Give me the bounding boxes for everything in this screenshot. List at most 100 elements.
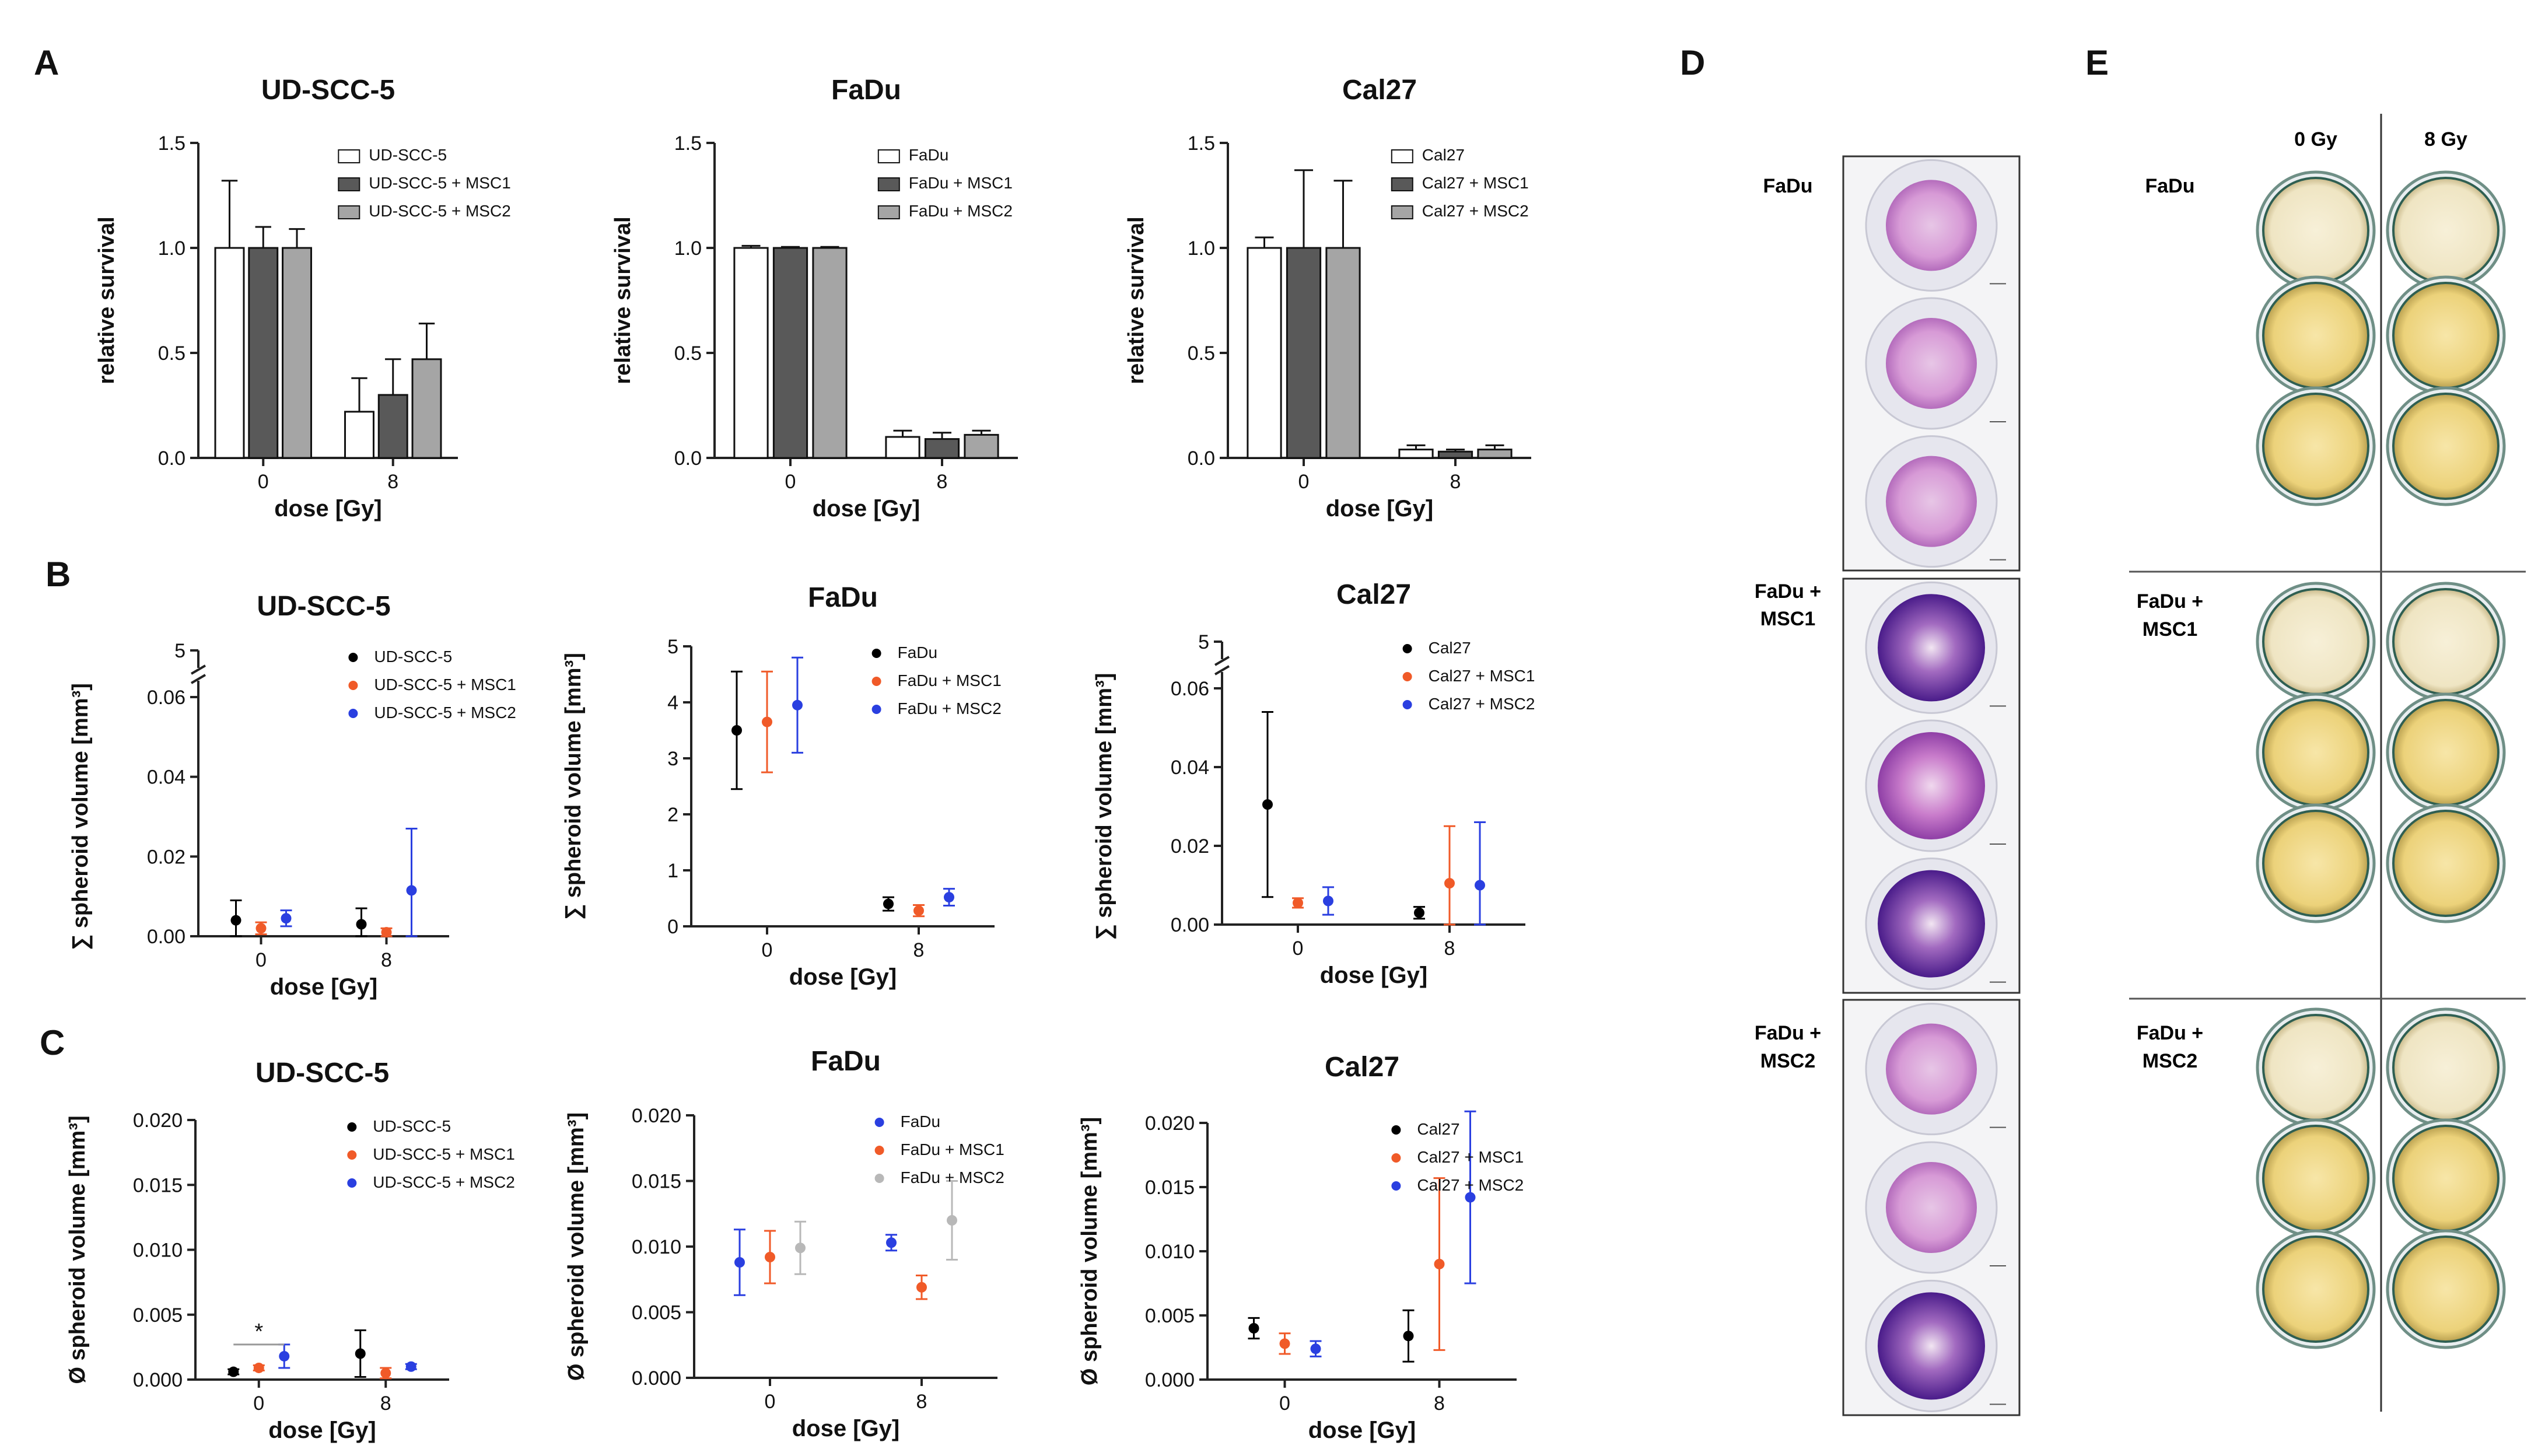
y-tick-label: 0.010 — [632, 1236, 681, 1258]
plate-well — [2392, 1236, 2500, 1343]
x-tick-label: 8 — [916, 1391, 927, 1413]
y-tick-label: 1.5 — [674, 132, 702, 155]
plate-well — [2392, 1125, 2500, 1232]
legend-label: Cal27 + MSC2 — [1417, 1176, 1524, 1194]
legend-label: UD-SCC-5 + MSC2 — [369, 202, 510, 220]
x-tick-label: 8 — [1444, 937, 1455, 960]
panel-d-row-label-2a: FaDu + — [1755, 580, 1821, 603]
legend-label: Cal27 + MSC2 — [1429, 695, 1535, 713]
panel-e-col-header-0gy: 0 Gy — [2294, 128, 2337, 150]
y-tick-label: 0.020 — [133, 1110, 183, 1132]
y-tick-label: 0.020 — [632, 1105, 681, 1127]
data-point — [795, 1242, 806, 1254]
y-axis-break-tick-label: 5 — [1198, 631, 1209, 653]
y-tick-label: 0.005 — [632, 1302, 681, 1324]
x-tick-label: 0 — [253, 1392, 264, 1415]
y-tick-label: 0.02 — [147, 846, 185, 868]
x-tick-label: 8 — [381, 949, 392, 971]
y-tick-label: 1.5 — [1188, 132, 1215, 155]
chart-title: UD-SCC-5 — [261, 75, 395, 106]
data-point — [281, 913, 292, 924]
y-axis-break-mark — [1214, 665, 1230, 676]
legend-marker — [1402, 672, 1412, 681]
data-point — [279, 1350, 290, 1362]
bar — [885, 436, 920, 459]
y-axis-label: Ø spheroid volume [mm³] — [65, 1115, 90, 1384]
data-point — [1465, 1192, 1476, 1203]
y-tick-label: 0.005 — [133, 1304, 183, 1326]
spheroid-section — [1878, 732, 1985, 839]
legend-label: FaDu + MSC1 — [901, 1140, 1004, 1158]
plate-well — [2392, 393, 2500, 500]
data-point — [947, 1215, 957, 1226]
y-tick-label: 1.5 — [158, 132, 185, 155]
chart-a3: Cal27 0.0 0.5 1.0 1.5 relative survival dose [… — [1124, 75, 1531, 522]
y-tick-label: 0.015 — [1145, 1177, 1195, 1199]
x-tick-label: 0 — [1279, 1392, 1290, 1415]
spheroid-section — [1886, 180, 1977, 271]
spheroid-section — [1878, 594, 1985, 702]
y-tick-label: 0.04 — [1171, 757, 1209, 779]
x-tick-label: 0 — [785, 471, 796, 493]
legend-marker — [1402, 700, 1412, 709]
data-point — [886, 1237, 897, 1248]
data-point — [356, 919, 367, 930]
data-point — [253, 1362, 264, 1373]
y-axis-break-tick-label: 5 — [174, 640, 185, 662]
data-point — [1444, 878, 1455, 889]
legend-marker — [874, 1118, 884, 1127]
y-tick-label: 0.005 — [1145, 1305, 1195, 1327]
data-point — [913, 905, 924, 916]
bar — [1398, 449, 1434, 459]
bar — [1477, 449, 1513, 459]
legend-swatch — [338, 149, 360, 163]
y-tick-label: 0.5 — [1188, 342, 1215, 365]
y-tick-label: 0.0 — [158, 447, 185, 470]
plate-well — [2262, 282, 2369, 389]
bar — [924, 438, 960, 459]
chart-c2: FaDu 0.000 0.005 0.010 0.015 0.020 Ø spheroid … — [564, 1046, 1004, 1441]
y-tick-label: 0 — [667, 916, 678, 938]
y-axis-label: Ø spheroid volume [mm³] — [564, 1112, 589, 1381]
plate-well — [2262, 1236, 2369, 1343]
x-axis-label: dose [Gy] — [1320, 963, 1427, 988]
plate-well — [2262, 177, 2369, 284]
y-tick-label: 2 — [667, 804, 678, 826]
data-point — [1434, 1259, 1445, 1269]
data-point — [1475, 880, 1485, 891]
x-axis-label: dose [Gy] — [270, 974, 377, 1000]
x-tick-label: 8 — [380, 1392, 391, 1415]
y-tick-label: 0.010 — [133, 1240, 183, 1262]
legend-swatch — [338, 205, 360, 219]
data-point — [355, 1348, 366, 1359]
chart-title: Cal27 — [1336, 579, 1411, 610]
legend-swatch — [1391, 177, 1413, 191]
legend-label: UD-SCC-5 — [373, 1117, 451, 1135]
legend-label: Cal27 + MSC1 — [1422, 174, 1529, 192]
legend-swatch — [877, 149, 900, 163]
y-axis-label: relative survival — [611, 216, 635, 384]
y-axis-label: ∑ spheroid volume [mm³] — [1092, 673, 1116, 940]
y-axis-label: ∑ spheroid volume [mm³] — [561, 653, 586, 920]
bar — [1325, 247, 1361, 459]
y-axis-label: relative survival — [94, 216, 119, 384]
x-tick-label: 0 — [255, 949, 267, 971]
data-point — [762, 716, 772, 727]
legend-label: FaDu + MSC2 — [901, 1168, 1004, 1186]
data-point — [883, 898, 894, 909]
data-point — [1248, 1323, 1259, 1334]
plate-well — [2392, 699, 2500, 806]
data-point — [405, 1361, 416, 1372]
chart-title: Cal27 — [1325, 1052, 1399, 1083]
y-tick-label: 0.06 — [147, 687, 185, 709]
y-tick-label: 0.0 — [674, 447, 702, 470]
panel-d-row-label-2b: MSC1 — [1760, 608, 1815, 630]
x-tick-label: 8 — [1434, 1392, 1445, 1415]
data-point — [381, 927, 392, 938]
legend-label: UD-SCC-5 + MSC1 — [373, 1145, 514, 1163]
y-tick-label: 0.5 — [674, 342, 702, 365]
bar — [411, 358, 442, 459]
data-point — [916, 1282, 927, 1293]
legend-label: FaDu — [909, 146, 948, 164]
spheroid-section — [1886, 318, 1977, 409]
